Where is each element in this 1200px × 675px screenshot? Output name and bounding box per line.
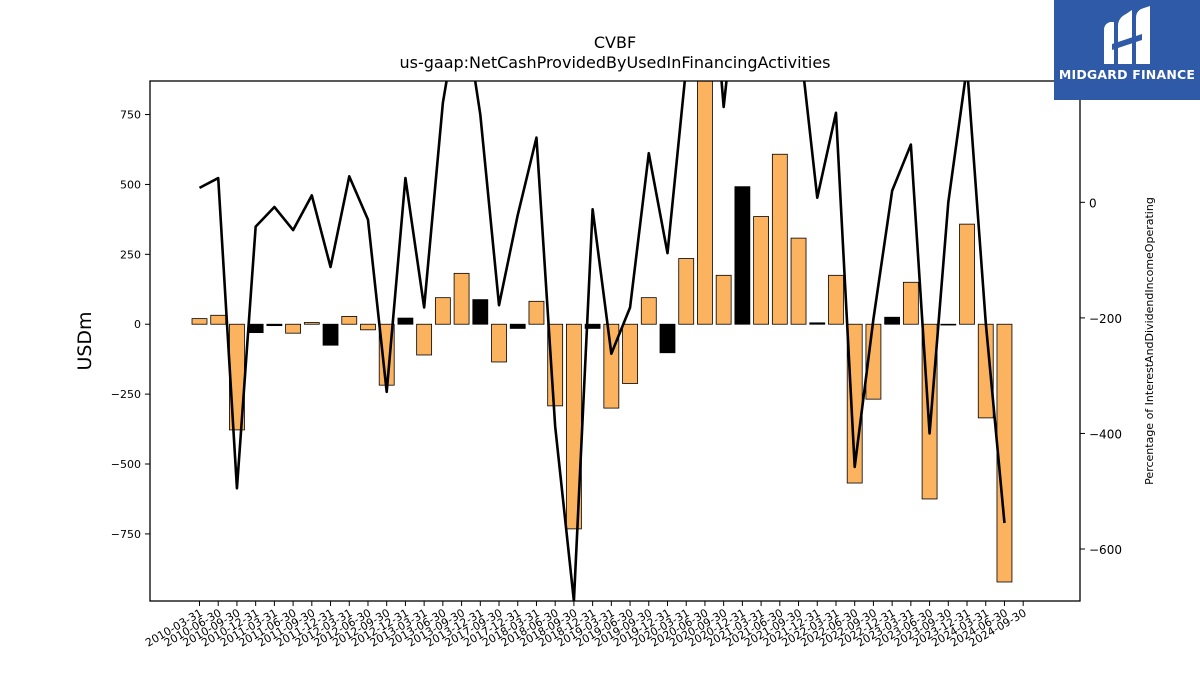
plot-frame — [149, 80, 1081, 602]
bar — [509, 323, 526, 329]
bar — [715, 274, 732, 325]
y-tick-label: −750 — [111, 528, 141, 541]
y2-axis-label: Percentage of InterestAndDividendIncomeO… — [1143, 197, 1156, 485]
chart-subtitle: us-gaap:NetCashProvidedByUsedInFinancing… — [399, 53, 830, 72]
bar — [940, 323, 957, 326]
bar — [453, 272, 470, 325]
bar — [247, 323, 264, 334]
bar — [959, 223, 975, 325]
bar — [734, 186, 751, 325]
series-line — [198, 81, 1006, 601]
bar — [678, 258, 695, 325]
logo-mark-icon — [1104, 6, 1150, 64]
brand-name: MIDGARD FINANCE — [1058, 67, 1196, 82]
y-tick-label: 500 — [120, 178, 141, 191]
bar — [753, 216, 769, 325]
y2-tick-label: −200 — [1089, 312, 1122, 326]
bar — [191, 318, 208, 325]
bar — [472, 299, 489, 325]
bar — [491, 323, 507, 363]
bar — [809, 322, 826, 325]
bar — [697, 81, 713, 325]
y-tick-label: 750 — [120, 109, 141, 122]
bar — [322, 323, 339, 346]
bar — [397, 317, 414, 325]
y-axis-label: USDm — [74, 311, 96, 370]
bar — [416, 323, 433, 356]
y-tick-label: −250 — [111, 388, 141, 401]
bar — [902, 281, 919, 325]
chart-title: CVBF — [594, 33, 636, 52]
bar — [303, 322, 320, 325]
bar — [603, 323, 620, 409]
bar — [341, 315, 358, 325]
bar — [790, 237, 807, 325]
y-tick-label: 250 — [120, 248, 141, 261]
bar — [210, 314, 227, 325]
bar — [828, 274, 844, 325]
plot-area — [191, 81, 1013, 601]
bar — [285, 323, 301, 334]
bar — [434, 297, 451, 325]
y2-tick-label: 0 — [1089, 196, 1097, 210]
bar — [266, 323, 283, 327]
bar — [659, 323, 676, 354]
bar — [584, 323, 601, 329]
y-tick-label: 0 — [134, 318, 141, 331]
brand-logo: MIDGARD FINANCE — [1054, 0, 1200, 100]
bar — [622, 323, 638, 384]
bar — [884, 316, 901, 325]
y2-tick-label: −400 — [1089, 427, 1122, 441]
bar — [360, 323, 376, 331]
bar — [528, 300, 545, 325]
bar — [640, 297, 657, 325]
y2-tick-label: −600 — [1089, 543, 1122, 557]
bar — [771, 153, 788, 325]
y-tick-label: −500 — [111, 458, 141, 471]
